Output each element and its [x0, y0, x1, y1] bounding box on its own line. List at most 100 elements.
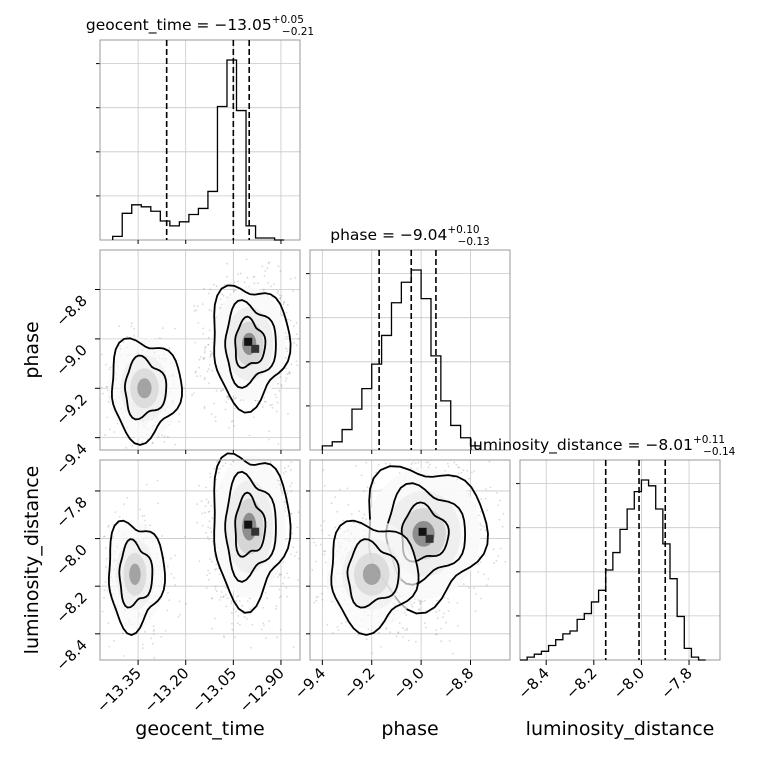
scatter-point — [373, 482, 376, 485]
scatter-point — [403, 612, 406, 614]
scatter-point — [201, 303, 204, 305]
x-axis-label: luminosity_distance — [526, 718, 715, 740]
scatter-point — [225, 586, 228, 589]
scatter-point — [228, 426, 231, 429]
scatter-point — [287, 576, 290, 579]
scatter-point — [243, 616, 246, 618]
scatter-point — [280, 295, 283, 297]
scatter-point — [434, 633, 437, 636]
x-tick-label: −12.90 — [236, 664, 288, 716]
scatter-point — [480, 597, 482, 600]
density-peak-cell — [251, 527, 260, 536]
scatter-point — [276, 479, 279, 481]
scatter-point — [213, 467, 216, 470]
scatter-point — [315, 599, 318, 602]
scatter-point — [384, 462, 387, 465]
scatter-point — [207, 500, 210, 503]
scatter-point — [220, 389, 223, 392]
scatter-point — [237, 615, 240, 617]
contour-line — [224, 470, 277, 583]
panel-title: phase = −9.04+0.10 −0.13 — [330, 224, 490, 248]
scatter-point — [126, 497, 129, 499]
histogram-bar — [132, 205, 142, 240]
histogram-bar — [208, 191, 218, 240]
scatter-point — [424, 622, 426, 625]
histogram-bar — [534, 654, 541, 660]
scatter-point — [224, 462, 227, 465]
histogram-bar — [570, 631, 577, 660]
scatter-point — [287, 515, 289, 517]
histogram-bar — [217, 107, 227, 240]
scatter-point — [161, 535, 164, 537]
scatter-point — [344, 620, 347, 623]
scatter-point — [208, 520, 211, 523]
y-tick-label: −8.8 — [52, 292, 90, 330]
panel-title-text: geocent_time = −13.05+0.05 −0.21 — [86, 14, 314, 38]
scatter-point — [389, 631, 392, 634]
scatter-point — [204, 345, 207, 348]
scatter-point — [230, 602, 233, 605]
scatter-point — [106, 385, 108, 388]
scatter-point — [123, 655, 126, 657]
panel-title: geocent_time = −13.05+0.05 −0.21 — [86, 14, 314, 38]
scatter-point — [263, 401, 266, 403]
scatter-point — [174, 327, 176, 330]
histogram-bar — [656, 509, 663, 660]
scatter-point — [279, 270, 282, 272]
scatter-point — [283, 301, 285, 304]
scatter-point — [275, 410, 278, 413]
scatter-point — [234, 636, 237, 639]
scatter-point — [291, 482, 293, 484]
scatter-point — [389, 463, 391, 465]
scatter-point — [237, 273, 240, 276]
scatter-point — [102, 392, 104, 395]
scatter-point — [253, 275, 256, 278]
histogram-bar — [599, 590, 606, 660]
scatter-point — [357, 634, 360, 636]
scatter-point — [209, 476, 212, 479]
scatter-point — [131, 322, 133, 325]
scatter-point — [292, 290, 294, 292]
histogram-bar — [556, 640, 563, 660]
scatter-point — [330, 502, 333, 505]
scatter-point — [264, 592, 267, 594]
scatter-point — [263, 275, 266, 278]
scatter-point — [184, 536, 186, 538]
scatter-point — [219, 298, 222, 301]
scatter-point — [289, 372, 291, 375]
panel-frame — [99, 249, 301, 451]
scatter-point — [279, 628, 282, 631]
scatter-point — [425, 609, 427, 612]
scatter-point — [210, 505, 213, 507]
scatter-point — [427, 466, 430, 469]
scatter-point — [220, 591, 223, 593]
scatter-point — [226, 597, 229, 600]
scatter-point — [501, 525, 504, 528]
scatter-point — [193, 305, 196, 307]
scatter-point — [290, 512, 292, 515]
scatter-point — [280, 595, 282, 597]
scatter-point — [210, 413, 213, 416]
scatter-point — [207, 502, 210, 504]
scatter-point — [108, 368, 111, 371]
scatter-point — [122, 341, 125, 343]
scatter-point — [149, 524, 152, 526]
scatter-point — [211, 369, 214, 372]
scatter-point — [231, 622, 233, 625]
scatter-point — [246, 618, 248, 620]
scatter-point — [257, 282, 259, 285]
scatter-point — [234, 289, 236, 292]
scatter-point — [471, 471, 473, 474]
scatter-point — [131, 444, 134, 447]
contour-line — [110, 337, 183, 446]
x-tick-label: −9.2 — [340, 664, 378, 702]
scatter-point — [401, 627, 404, 629]
scatter-point — [375, 471, 378, 474]
scatter-point — [285, 348, 288, 350]
scatter-point — [296, 333, 298, 336]
scatter-point — [492, 548, 495, 551]
histogram-bar — [342, 430, 352, 450]
histogram-bar — [237, 111, 247, 240]
scatter-point — [161, 327, 164, 329]
scatter-point — [312, 537, 315, 540]
